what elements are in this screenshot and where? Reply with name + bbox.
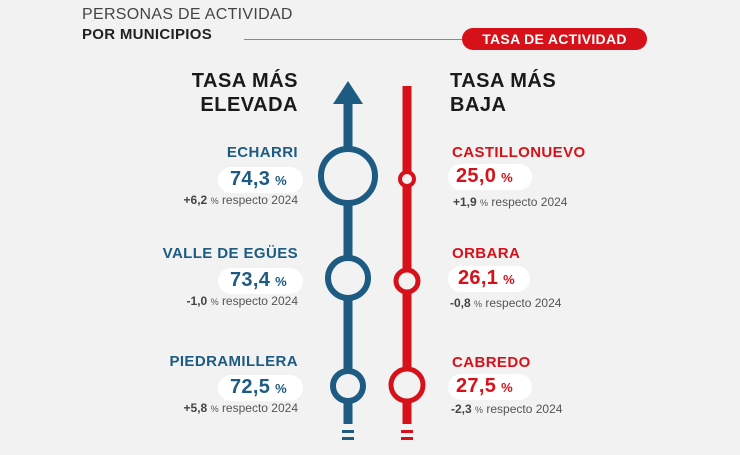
blue-dash — [342, 437, 354, 440]
blue-node-1 — [318, 146, 378, 206]
rate-value: 26,1% — [458, 267, 515, 290]
delta-percent: % — [475, 405, 484, 415]
delta-value: -0,8 — [450, 296, 471, 310]
delta-percent: % — [480, 198, 489, 208]
delta-suffix: respecto 2024 — [491, 195, 568, 209]
delta-suffix: respecto 2024 — [486, 402, 563, 416]
red-dash — [401, 430, 413, 433]
rate-badge: TASA DE ACTIVIDAD — [462, 28, 647, 50]
rate-delta: +5,8 % respecto 2024 — [100, 401, 298, 415]
rate-delta: -1,0 % respecto 2024 — [100, 294, 298, 308]
delta-suffix: respecto 2024 — [221, 401, 298, 415]
value-pill — [448, 164, 532, 190]
delta-suffix: respecto 2024 — [221, 294, 298, 308]
municipality-name: ECHARRI — [226, 144, 298, 161]
red-node-3 — [388, 366, 426, 404]
percent-sign: % — [503, 272, 515, 287]
up-arrow-icon — [333, 81, 363, 104]
rate-value: 72,5% — [230, 376, 287, 399]
municipality-name: VALLE DE EGÜES — [162, 245, 298, 262]
low-rate-line — [388, 86, 426, 440]
red-dash — [401, 437, 413, 440]
delta-suffix: respecto 2024 — [221, 193, 298, 207]
municipality-name: CABREDO — [452, 354, 531, 371]
blue-node-2 — [325, 255, 371, 301]
low-rate-title: TASA MÁS BAJA — [450, 69, 610, 117]
rate-delta: +6,2 % respecto 2024 — [100, 193, 298, 207]
value-pill — [218, 375, 303, 401]
delta-value: -2,3 — [451, 402, 472, 416]
header-divider — [244, 39, 470, 40]
low-rate-title-line-1: TASA MÁS — [450, 70, 557, 92]
delta-value: +6,2 — [183, 193, 208, 207]
delta-suffix: respecto 2024 — [485, 296, 562, 310]
rate-number: 25,0 — [456, 165, 497, 187]
rate-value: 25,0% — [456, 165, 513, 188]
rate-value: 74,3% — [230, 168, 287, 191]
municipality-name: CASTILLONUEVO — [452, 144, 586, 161]
rate-delta: -0,8 % respecto 2024 — [450, 296, 561, 310]
high-rate-title: TASA MÁS ELEVADA — [150, 69, 298, 117]
percent-sign: % — [275, 381, 287, 396]
low-rate-title-line-2: BAJA — [450, 94, 507, 116]
rate-delta: -2,3 % respecto 2024 — [451, 402, 562, 416]
value-pill — [218, 167, 303, 193]
rate-delta: +1,9 % respecto 2024 — [453, 195, 567, 209]
delta-percent: % — [210, 297, 219, 307]
value-pill — [448, 374, 532, 400]
header-line-2: POR MUNICIPIOS — [82, 26, 213, 43]
blue-node-3 — [330, 368, 366, 404]
delta-percent: % — [210, 404, 219, 414]
percent-sign: % — [275, 173, 287, 188]
value-pill — [218, 268, 303, 294]
high-entry-valle-de-egues: VALLE DE EGÜES — [100, 245, 298, 262]
high-rate-title-line-2: ELEVADA — [200, 94, 298, 116]
delta-percent: % — [474, 299, 483, 309]
value-pill — [448, 266, 530, 292]
municipality-name: ORBARA — [452, 245, 521, 262]
rate-number: 72,5 — [230, 376, 271, 398]
high-entry-echarri: ECHARRI — [100, 144, 298, 161]
header-line-1: PERSONAS DE ACTIVIDAD — [82, 6, 293, 23]
red-node-1 — [398, 170, 416, 188]
red-node-2 — [393, 267, 421, 295]
delta-value: -1,0 — [186, 294, 208, 308]
high-rate-line — [318, 81, 378, 440]
delta-value: +1,9 — [453, 195, 477, 209]
rate-value: 27,5% — [456, 375, 513, 398]
delta-value: +5,8 — [183, 401, 208, 415]
high-entry-piedramillera: PIEDRAMILLERA — [100, 353, 298, 370]
rate-number: 73,4 — [230, 269, 271, 291]
high-rate-title-line-1: TASA MÁS — [191, 70, 298, 92]
municipality-name: PIEDRAMILLERA — [169, 353, 298, 370]
rate-value: 73,4% — [230, 269, 287, 292]
percent-sign: % — [275, 274, 287, 289]
rate-number: 74,3 — [230, 168, 271, 190]
percent-sign: % — [501, 380, 513, 395]
rate-number: 26,1 — [458, 267, 499, 289]
blue-dash — [342, 430, 354, 433]
delta-percent: % — [210, 196, 219, 206]
rate-number: 27,5 — [456, 375, 497, 397]
percent-sign: % — [501, 170, 513, 185]
